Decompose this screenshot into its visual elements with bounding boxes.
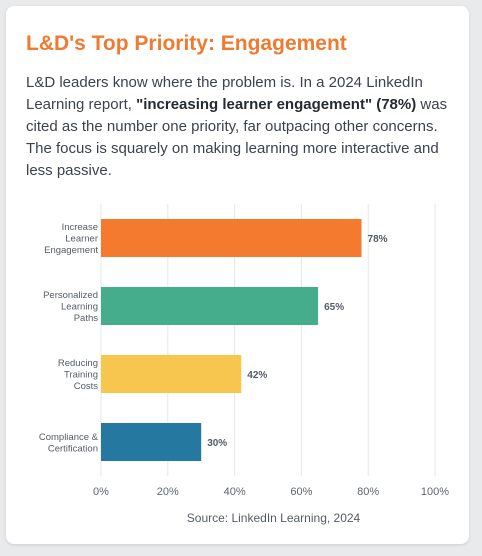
x-tick-label: 60% [290, 486, 312, 498]
bar-value-label: 78% [368, 234, 388, 245]
category-label-line: Certification [48, 443, 98, 454]
category-label-line: Increase [62, 222, 98, 233]
bar-value-label: 30% [207, 438, 227, 449]
description-text-intro: L&D leaders know where the problem is. I… [26, 74, 423, 113]
category-label-line: Engagement [44, 245, 98, 256]
category-label: Compliance & Certification [39, 432, 99, 455]
bar [101, 219, 362, 257]
category-label: Increase Learner Engagement [44, 222, 98, 256]
category-label-line: Costs [74, 381, 99, 392]
category-label-line: Reducing [58, 358, 98, 369]
description-highlight: "increasing learner engagement" (78%) [136, 96, 417, 113]
category-label: Reducing Training Costs [58, 358, 98, 392]
category-label-line: Training [64, 370, 98, 381]
bar [101, 287, 319, 325]
card-description: L&D leaders know where the problem is. I… [26, 72, 454, 182]
bar [101, 423, 202, 461]
bar-chart: 0% 20% 40% 60% 80% 100% 78% Increase Learner Enga… [39, 204, 449, 498]
bar-value-label: 65% [324, 302, 344, 313]
category-label-line: Learning [61, 302, 98, 313]
description-text-rest: was cited as the number one priority, fa… [26, 96, 448, 179]
x-tick-label: 20% [157, 486, 179, 498]
card-title: L&D's Top Priority: Engagement [26, 32, 347, 55]
category-label-line: Learner [65, 234, 98, 245]
category-label-line: Paths [74, 313, 99, 324]
x-tick-label: 80% [357, 486, 379, 498]
bar-value-label: 42% [247, 370, 267, 381]
chart-source: Source: LinkedIn Learning, 2024 [186, 511, 361, 525]
card: L&D's Top Priority: Engagement L&D leade… [6, 6, 469, 544]
category-label: Personalized Learning Paths [43, 290, 98, 324]
category-label-line: Personalized [43, 290, 98, 301]
bar [101, 355, 242, 393]
x-tick-label: 0% [93, 486, 109, 498]
x-tick-label: 40% [224, 486, 246, 498]
x-tick-label: 100% [421, 486, 449, 498]
category-label-line: Compliance & [39, 432, 99, 443]
